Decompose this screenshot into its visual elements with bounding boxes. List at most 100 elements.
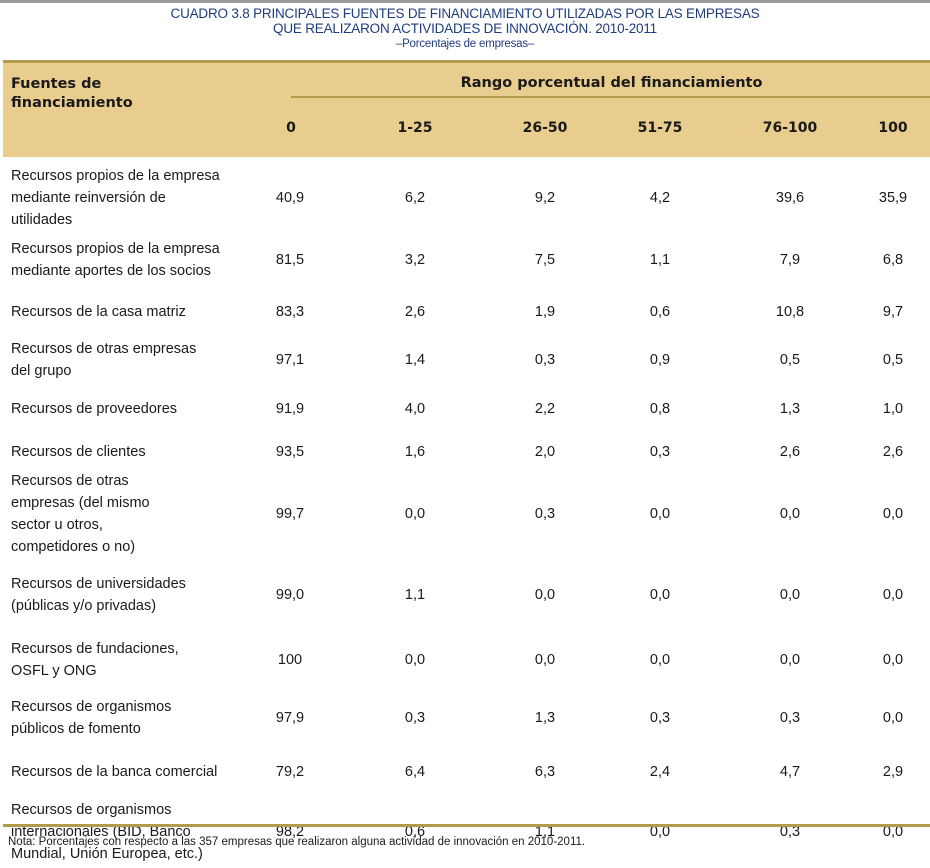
cell-value: 6,8 (882, 251, 904, 268)
cell-value: 10,8 (775, 304, 805, 320)
cell-value: 98,2 (275, 824, 305, 840)
range-group-header: Rango porcentual del financiamiento (460, 75, 763, 91)
cell-value: 100 (277, 652, 303, 668)
cell-value: 0,0 (649, 587, 671, 603)
table-subtitle: –Porcentajes de empresas– (395, 38, 535, 50)
row-label-text: Recursos de otras empresas (del mismo se… (11, 473, 150, 555)
column-header: 51-75 (637, 120, 683, 136)
row-label: Recursos de fundaciones, OSFL y ONG (0, 632, 266, 688)
cell-value: 91,9 (275, 400, 305, 417)
cell-value: 7,5 (534, 251, 556, 268)
table-row: Recursos de fundaciones, OSFL y ONG 100 0,… (0, 632, 930, 688)
row-values: 81,5 3,2 7,5 1,1 7,9 6,8 (266, 231, 930, 288)
cell-value: 2,4 (649, 764, 671, 780)
row-label-text: Recursos de fundaciones, OSFL y ONG (11, 641, 179, 679)
cell-value: 0,5 (779, 351, 801, 368)
cell-value: 0,0 (404, 652, 426, 668)
cell-value: 0,0 (882, 710, 904, 726)
cell-value: 6,2 (404, 190, 426, 206)
row-label-text: Recursos de otras empresas del grupo (11, 340, 197, 379)
cell-value: 0,3 (779, 710, 801, 726)
bottom-rule (3, 824, 930, 827)
cell-value: 0,0 (779, 652, 801, 668)
cell-value: 39,6 (775, 190, 805, 206)
cell-value: 6,3 (534, 764, 556, 780)
row-label-text: Recursos propios de la empresa mediante … (11, 168, 220, 228)
table-row: Recursos de la banca comercial 79,2 6,4 6,3… (0, 748, 930, 796)
cell-value: 0,3 (779, 824, 801, 840)
cell-value: 1,9 (534, 304, 556, 320)
table-row: Recursos de otras empresas (del mismo se… (0, 470, 930, 558)
cell-value: 9,2 (534, 190, 556, 206)
cell-value: 40,9 (275, 190, 305, 206)
cell-value: 1,1 (649, 251, 671, 268)
cell-value: 2,9 (882, 764, 904, 780)
row-label: Recursos de otras empresas del grupo (0, 336, 266, 383)
row-values: 100 0,0 0,0 0,0 0,0 0,0 (266, 632, 930, 688)
table-header: Fuentes de financiamiento Rango porcentu… (3, 60, 930, 157)
cell-value: 1,4 (404, 351, 426, 368)
row-values: 83,3 2,6 1,9 0,6 10,8 9,7 (266, 288, 930, 336)
cell-value: 97,1 (275, 351, 305, 368)
row-label: Recursos propios de la empresa mediante … (0, 231, 266, 288)
row-label: Recursos propios de la empresa mediante … (0, 165, 266, 231)
cell-value: 0,6 (404, 824, 426, 840)
cell-value: 0,0 (649, 824, 671, 840)
row-label: Recursos de proveedores (0, 383, 266, 434)
row-label: Recursos de la banca comercial (0, 748, 266, 796)
cell-value: 1,3 (534, 710, 556, 726)
table-row: Recursos propios de la empresa mediante … (0, 231, 930, 288)
row-values: 79,2 6,4 6,3 2,4 4,7 2,9 (266, 748, 930, 796)
table-row: Recursos de la casa matriz 83,3 2,6 1,9 0,6 1… (0, 288, 930, 336)
cell-value: 1,6 (404, 444, 426, 460)
table-row: Recursos de universidades (públicas y/o … (0, 558, 930, 632)
cell-value: 0,0 (779, 506, 801, 522)
cell-value: 93,5 (275, 444, 305, 460)
column-header: 26-50 (522, 120, 568, 136)
cell-value: 3,2 (404, 251, 426, 268)
cell-value: 7,9 (779, 251, 801, 268)
row-label-text: Recursos de proveedores (11, 400, 178, 417)
cell-value: 0,3 (649, 710, 671, 726)
cell-value: 0,3 (534, 351, 556, 368)
top-border (0, 0, 930, 3)
cell-value: 0,0 (404, 506, 426, 522)
row-label-text: Recursos propios de la empresa mediante … (11, 240, 220, 279)
cell-value: 1,1 (404, 587, 426, 603)
table-title-line2: QUE REALIZARON ACTIVIDADES DE INNOVACIÓN… (273, 21, 657, 36)
table-title: CUADRO 3.8 PRINCIPALES FUENTES DE FINANC… (170, 6, 760, 21)
cell-value: 97,9 (275, 710, 305, 726)
table-row: Recursos de organismos internacionales (… (0, 796, 930, 868)
cell-value: 1,0 (882, 400, 904, 417)
cell-value: 35,9 (878, 190, 908, 206)
row-values: 99,7 0,0 0,3 0,0 0,0 0,0 (266, 470, 930, 558)
row-values: 93,5 1,6 2,0 0,3 2,6 2,6 (266, 434, 930, 470)
cell-value: 0,0 (649, 506, 671, 522)
row-label-text: Recursos de la banca comercial (11, 764, 218, 780)
cell-value: 4,7 (779, 764, 801, 780)
data-table: Recursos propios de la empresa mediante … (0, 165, 930, 868)
cell-value: 2,6 (779, 444, 801, 460)
cell-value: 0,3 (649, 444, 671, 460)
row-values: 91,9 4,0 2,2 0,8 1,3 1,0 (266, 383, 930, 434)
row-label: Recursos de organismos públicos de fomen… (0, 688, 266, 748)
header-divider (291, 96, 930, 98)
cell-value: 4,0 (404, 400, 426, 417)
cell-value: 2,6 (882, 444, 904, 460)
table-row: Recursos de organismos públicos de fomen… (0, 688, 930, 748)
row-values: 40,9 6,2 9,2 4,2 39,6 35,9 (266, 165, 930, 231)
table-row: Recursos de proveedores 91,9 4,0 2,2 0,8 1,3 1… (0, 383, 930, 434)
row-label-header: Fuentes de financiamiento (11, 76, 133, 111)
row-label-text: Recursos de clientes (11, 444, 146, 460)
cell-value: 2,0 (534, 444, 556, 460)
table-row: Recursos de otras empresas del grupo 97,1… (0, 336, 930, 383)
table-row: Recursos propios de la empresa mediante … (0, 165, 930, 231)
cell-value: 0,5 (882, 351, 904, 368)
row-label: Recursos de organismos internacionales (… (0, 796, 266, 868)
cell-value: 1,3 (779, 400, 801, 417)
cell-value: 0,0 (882, 506, 904, 522)
cell-value: 9,7 (882, 304, 904, 320)
cell-value: 0,0 (882, 652, 904, 668)
row-label-text: Recursos de la casa matriz (11, 304, 186, 320)
cell-value: 0,3 (404, 710, 426, 726)
